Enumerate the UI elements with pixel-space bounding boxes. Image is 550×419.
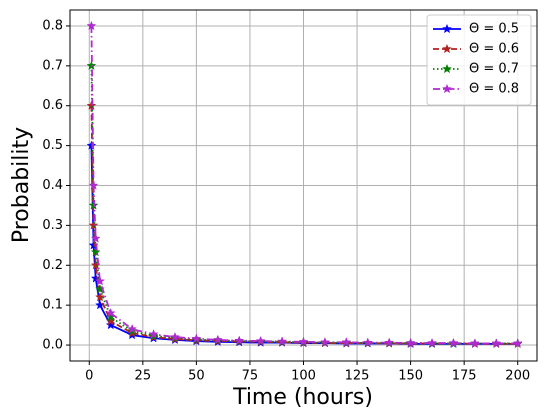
data-point: [95, 276, 105, 286]
y-tick-label: 0.2: [42, 258, 63, 273]
legend-label: Θ = 0.8: [469, 82, 519, 97]
data-point: [255, 335, 266, 346]
x-tick-label: 175: [452, 369, 477, 384]
legend-marker: [442, 83, 452, 94]
series-line: [90, 145, 518, 345]
data-point: [86, 20, 97, 31]
data-point: [277, 336, 288, 346]
x-axis-title: Time (hours): [232, 385, 373, 410]
y-tick-label: 0.3: [42, 218, 63, 233]
x-tick-label: 25: [135, 369, 152, 384]
x-tick-label: 200: [505, 369, 530, 384]
legend-label: Θ = 0.7: [469, 62, 519, 77]
x-tick-label: 0: [85, 369, 93, 384]
data-point: [105, 307, 116, 318]
legend-marker: [442, 63, 452, 74]
y-tick-label: 0.6: [42, 98, 63, 113]
data-point: [90, 246, 101, 257]
data-point: [384, 337, 395, 347]
data-point: [95, 291, 105, 302]
series-line: [90, 105, 518, 345]
data-point: [88, 180, 99, 190]
legend-label: Θ = 0.5: [469, 22, 519, 37]
y-tick-label: 0.4: [42, 178, 63, 193]
legend-marker: [442, 43, 452, 54]
data-point: [88, 220, 99, 230]
legend-marker: [442, 23, 452, 34]
x-tick-label: 125: [345, 369, 370, 384]
data-point: [469, 338, 480, 348]
y-axis-title: Probability: [9, 127, 34, 243]
data-point: [127, 323, 138, 334]
data-point: [170, 331, 180, 342]
legend-box: [426, 14, 532, 106]
data-point: [212, 334, 223, 345]
y-tick-label: 0.0: [42, 338, 63, 353]
data-point: [512, 338, 523, 348]
data-point: [191, 333, 202, 343]
y-tick-label: 0.5: [42, 138, 63, 153]
data-point: [86, 100, 97, 110]
data-point: [298, 336, 309, 347]
y-tick-label: 0.8: [42, 18, 63, 33]
legend-label: Θ = 0.6: [469, 42, 519, 57]
data-point: [405, 337, 416, 348]
data-point: [341, 337, 352, 347]
series-line: [90, 25, 518, 345]
data-point: [95, 283, 105, 294]
data-point: [148, 329, 159, 339]
plot-frame: [69, 9, 538, 362]
x-tick-label: 100: [291, 369, 316, 384]
x-tick-label: 150: [398, 369, 423, 384]
data-point: [90, 233, 101, 243]
data-point: [427, 337, 437, 348]
x-tick-label: 75: [242, 369, 259, 384]
data-point: [319, 337, 330, 347]
series-line: [90, 65, 518, 345]
data-point: [105, 315, 116, 326]
data-point: [362, 337, 373, 347]
data-point: [491, 338, 502, 348]
y-tick-label: 0.1: [42, 298, 63, 313]
data-point: [448, 337, 459, 348]
x-tick-label: 50: [188, 369, 205, 384]
data-point: [234, 335, 245, 345]
data-point: [105, 319, 116, 330]
y-tick-label: 0.7: [42, 58, 63, 73]
